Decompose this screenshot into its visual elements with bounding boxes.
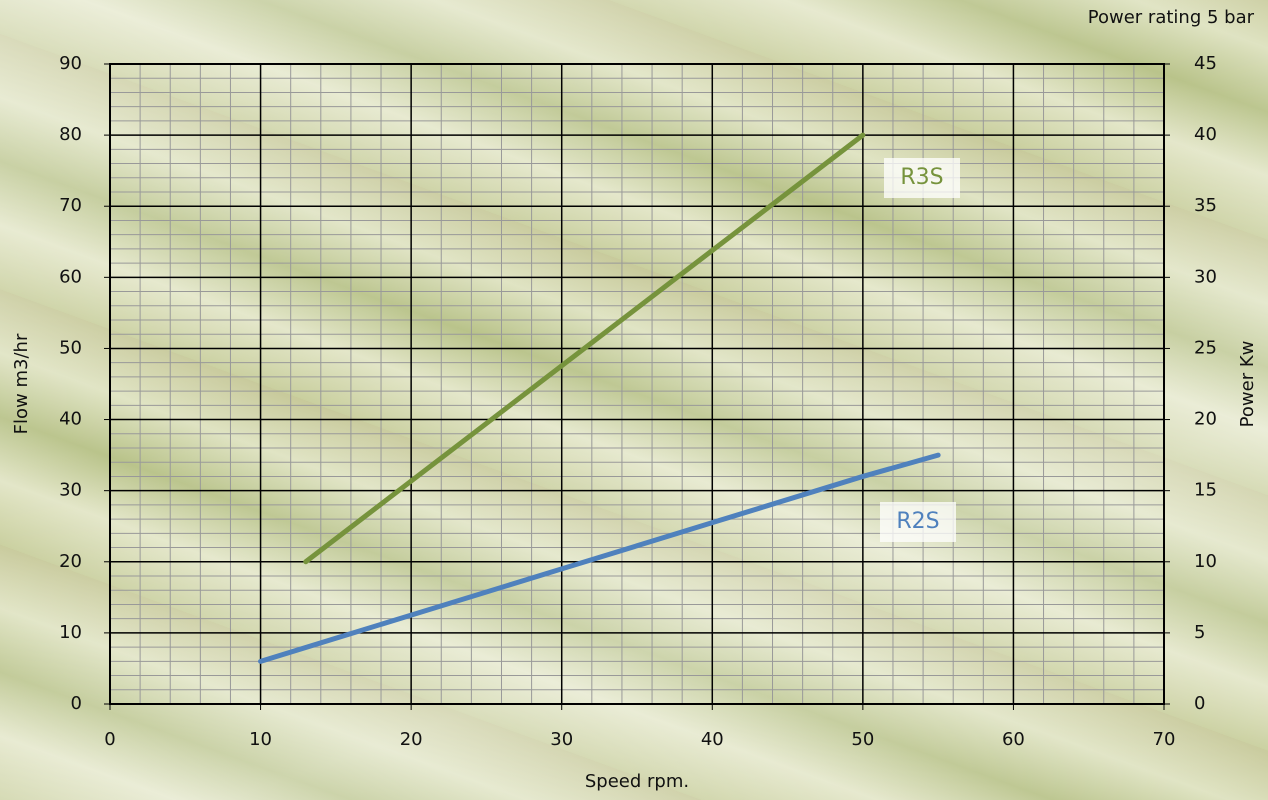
x-tick-label: 50 [851,729,874,750]
annotation: Power rating 5 bar [1088,7,1255,28]
y2-tick-label: 10 [1194,551,1217,572]
y2-axis-label: Power Kw [1237,341,1258,428]
y-tick-label: 10 [59,622,82,643]
plot-frame [110,64,1164,704]
y2-tick-label: 5 [1194,622,1205,643]
y2-tick-label: 35 [1194,195,1217,216]
y2-tick-label: 15 [1194,480,1217,501]
x-axis-label: Speed rpm. [585,771,689,792]
x-tick-label: 0 [104,729,115,750]
y-tick-label: 50 [59,337,82,358]
y2-tick-label: 45 [1194,53,1217,74]
x-tick-label: 60 [1002,729,1025,750]
x-tick-label: 30 [550,729,573,750]
y-tick-label: 70 [59,195,82,216]
y-tick-label: 20 [59,551,82,572]
y-tick-label: 80 [59,124,82,145]
y-axis-label: Flow m3/hr [11,333,32,434]
series-label: R2S [896,509,939,534]
y-tick-label: 0 [71,693,82,714]
chart: Power rating 5 bar Speed rpm. Flow m3/hr… [0,0,1268,800]
y2-tick-label: 30 [1194,266,1217,287]
x-tick-label: 40 [701,729,724,750]
y-tick-label: 30 [59,480,82,501]
y-tick-label: 40 [59,409,82,430]
x-tick-label: 70 [1153,729,1176,750]
x-tick-label: 10 [249,729,272,750]
series-label: R3S [900,165,943,190]
x-tick-label: 20 [400,729,423,750]
y2-tick-label: 40 [1194,124,1217,145]
y-tick-label: 90 [59,53,82,74]
y2-tick-label: 25 [1194,337,1217,358]
y2-tick-label: 0 [1194,693,1205,714]
y-tick-label: 60 [59,266,82,287]
series-line [261,455,939,661]
y2-tick-label: 20 [1194,409,1217,430]
